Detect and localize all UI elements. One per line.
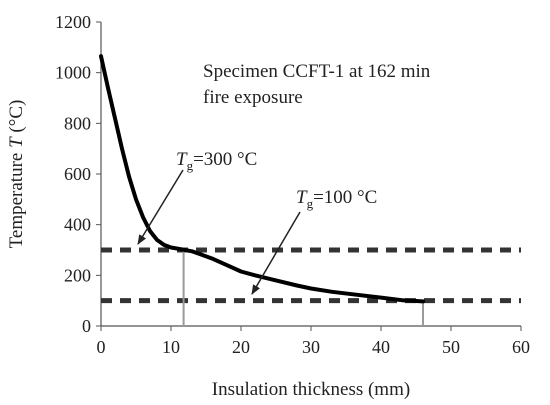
tg300-arrow	[137, 169, 184, 245]
specimen-annotation-line2: fire exposure	[203, 87, 303, 108]
y-tick-label: 0	[82, 316, 91, 336]
y-tick-label: 400	[64, 215, 91, 235]
reference-lines	[101, 247, 521, 304]
series-line	[99, 54, 425, 304]
y-tick-label: 1000	[55, 63, 91, 83]
x-axis-title: Insulation thickness (mm)	[212, 379, 410, 400]
y-tick-label: 600	[64, 164, 91, 184]
y-tick-label: 1200	[55, 12, 91, 32]
tg100-arrow	[251, 211, 301, 295]
series-group	[99, 54, 425, 304]
specimen-annotation-line1: Specimen CCFT-1 at 162 min	[203, 61, 431, 82]
x-tick-label: 50	[442, 337, 460, 357]
y-axis-title: Temperature T (°C)	[6, 100, 27, 249]
tg100-label: Tg=100 °C	[296, 187, 377, 211]
x-tick-label: 0	[97, 337, 106, 357]
x-tick-label: 60	[512, 337, 530, 357]
drop-lines	[182, 250, 424, 326]
tg300-label: Tg=300 °C	[176, 149, 257, 173]
y-tick-label: 800	[64, 113, 91, 133]
x-tick-label: 10	[162, 337, 180, 357]
y-axis-ticks: 0 200 400 600 800 1000 1200	[55, 12, 101, 336]
x-tick-label: 20	[232, 337, 250, 357]
x-tick-label: 40	[372, 337, 390, 357]
x-tick-label: 30	[302, 337, 320, 357]
x-axis-ticks: 0 10 20 30 40 50 60	[97, 326, 530, 357]
y-tick-label: 200	[64, 265, 91, 285]
